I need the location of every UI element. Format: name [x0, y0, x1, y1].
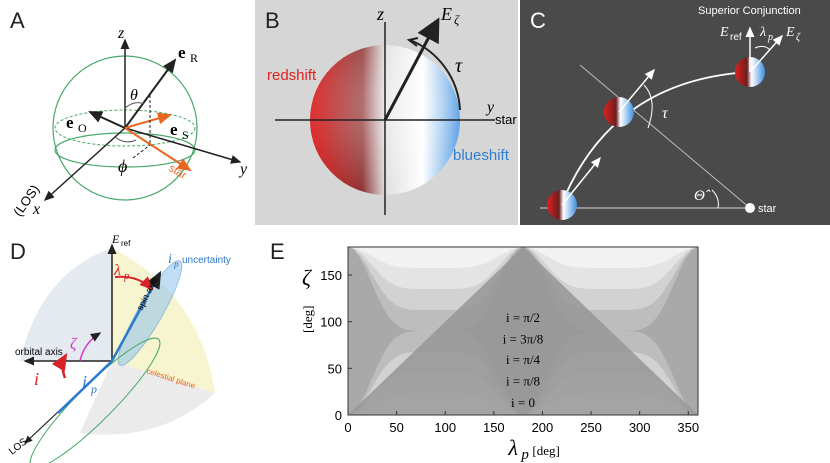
panel-b-diagram: z E ζ τ y star redshift blueshift [267, 4, 517, 215]
x-tick-label-0: 0 [344, 420, 351, 435]
panel-a-label: A [10, 8, 25, 33]
panel-b-label: B [265, 8, 280, 33]
tau-label: τ [455, 55, 463, 77]
x-axis-unit: [deg] [532, 443, 559, 458]
tau-label: τ [662, 105, 669, 122]
annotation-4: i = 0 [511, 395, 535, 410]
los-label: LOS [7, 436, 30, 457]
y-tick-label-150: 150 [320, 268, 342, 283]
Eref-label: E [111, 233, 120, 246]
y-tick-label-50: 50 [328, 361, 342, 376]
y-label: y [238, 161, 248, 178]
annotation-2: i = π/4 [506, 352, 541, 367]
x-tick-label-50: 50 [389, 420, 403, 435]
x-tick-label-200: 200 [532, 420, 554, 435]
theta-label: θ [130, 87, 138, 104]
x-tick-label-150: 150 [483, 420, 505, 435]
eR-label: e [178, 43, 186, 62]
x-axis-label-sub: p [520, 447, 529, 463]
orbit-path [559, 71, 751, 209]
x-tick-label-250: 250 [580, 420, 602, 435]
annotation-0: i = π/2 [506, 310, 540, 325]
panel-d-diagram: E ref i p uncertainty λ p spin axis ζ or… [7, 233, 231, 463]
panel-e: E i = π/2 i = 3π/8 i = π/4 i = π/8 i = 0 0 50… [262, 233, 830, 463]
superior-conjunction-label: Superior Conjunction [698, 5, 801, 17]
panel-d-label: D [10, 239, 26, 264]
theta-hat-label: Θ̂ [694, 188, 711, 204]
redshift-label: redshift [267, 67, 317, 84]
zeta-label: ζ [70, 336, 78, 353]
svg-text:ref: ref [121, 239, 131, 248]
lambda-arc [114, 275, 154, 291]
ip-top-label: i [168, 252, 172, 267]
x-tick-label-300: 300 [629, 420, 651, 435]
annotation-1: i = 3π/8 [503, 331, 544, 346]
y-label: y [485, 99, 495, 116]
svg-text:ζ: ζ [796, 32, 801, 43]
star-vector [124, 127, 192, 172]
blueshift-label: blueshift [453, 147, 510, 164]
x-tick-label-100: 100 [434, 420, 456, 435]
tau-arc [409, 39, 461, 111]
panel-c: C Superior Conjunction E ref λ p E [520, 0, 830, 225]
ip-label: i [82, 372, 87, 392]
lambda-label: λ [113, 262, 121, 279]
z-label: z [376, 4, 384, 24]
eO-vector [88, 111, 126, 129]
svg-text:R: R [190, 51, 198, 65]
phi-label: ϕ [118, 156, 127, 176]
i-arc [51, 352, 68, 379]
svg-text:p: p [173, 259, 179, 269]
ip-uncertainty-label: uncertainty [182, 255, 231, 266]
zeta-arc [79, 332, 102, 362]
y-axis-label: ζ [302, 265, 313, 290]
lambda-label: λ [759, 25, 766, 40]
equator-ellipse [54, 132, 196, 168]
Ezeta-label: E [785, 25, 795, 40]
annotation-3: i = π/8 [506, 373, 540, 388]
eS-label: e [170, 120, 178, 139]
Ezeta-vector [383, 17, 440, 121]
svg-text:O: O [78, 121, 87, 135]
x-label: x [32, 201, 40, 218]
svg-text:S: S [182, 128, 189, 142]
panel-c-diagram: Superior Conjunction E ref λ p E ζ τ Θ̂ … [540, 5, 801, 220]
svg-text:ζ: ζ [454, 12, 460, 27]
svg-text:p: p [90, 382, 97, 396]
Eref-label: E [719, 25, 729, 40]
z-label: z [117, 25, 125, 42]
i-label: i [34, 369, 39, 389]
eR-vector [124, 58, 177, 129]
Ezeta-label: E [440, 4, 452, 24]
x-tick-label-350: 350 [677, 420, 699, 435]
eS-vector [124, 112, 172, 129]
star-label: star [758, 203, 777, 215]
triangle-region [348, 247, 698, 415]
y-tick-label-0: 0 [335, 408, 342, 423]
svg-text:ref: ref [730, 32, 742, 43]
panel-d: D E ref i p uncertainty λ p spin axis ζ … [0, 233, 262, 463]
y-axis [124, 127, 242, 164]
star-dot [745, 203, 755, 213]
ip-uncertainty-ellipse [117, 260, 183, 366]
zeta-vs-lambda-chart: i = π/2 i = 3π/8 i = π/4 i = π/8 i = 0 0 50 10… [300, 246, 699, 463]
panel-e-label: E [270, 239, 285, 264]
star-label: star [167, 162, 189, 182]
svg-text:p: p [767, 32, 773, 43]
panel-c-label: C [530, 8, 546, 33]
panel-a: A z y x (LOS) e R e O e S θ ϕ star [0, 0, 255, 225]
eO-label: e [66, 113, 74, 132]
svg-text:p: p [123, 270, 130, 282]
svg-text:star: star [495, 112, 517, 127]
x-axis-label: λ [507, 435, 518, 460]
orbital-axis-label: orbital axis [15, 347, 63, 358]
y-tick-label-100: 100 [320, 315, 342, 330]
panel-b: B z E ζ τ y star redshift [255, 0, 518, 225]
panel-a-diagram: z y x (LOS) e R e O e S θ ϕ star [10, 25, 248, 219]
y-axis-unit: [deg] [300, 306, 315, 333]
x-axis [43, 127, 126, 202]
